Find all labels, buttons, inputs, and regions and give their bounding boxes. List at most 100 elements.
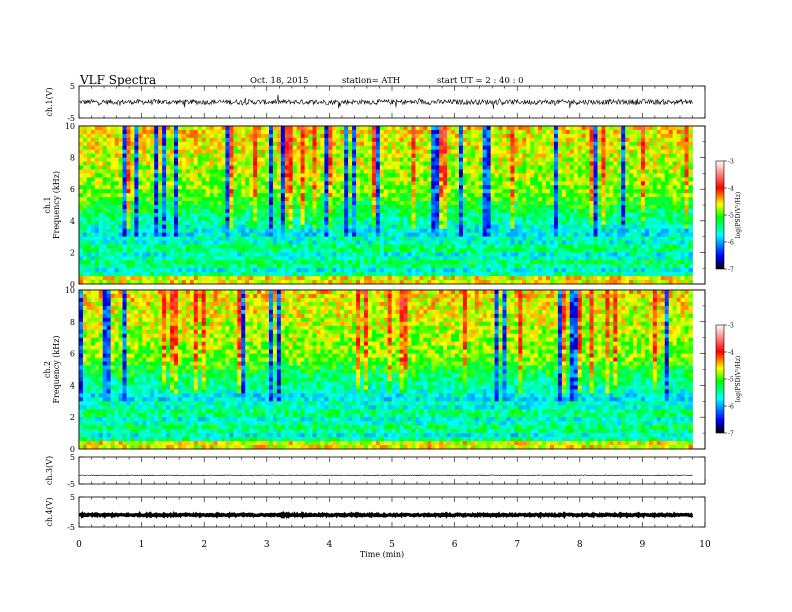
spectrogram-cell (530, 133, 535, 139)
spectrogram-cell (542, 177, 547, 182)
spectrogram-cell (257, 220, 262, 226)
spectrogram-cell (217, 201, 222, 206)
spectrogram-cell (320, 137, 325, 143)
spectrogram-cell (561, 220, 567, 226)
spectrogram-cell (356, 224, 361, 230)
spectrogram-cell (94, 181, 100, 186)
spectrogram-cell (546, 173, 551, 178)
spectrogram-cell (379, 169, 385, 174)
spectrogram-cell (648, 220, 654, 226)
spectrogram-cell (518, 220, 523, 226)
spectrogram-cell (609, 137, 614, 143)
spectrogram-cell (565, 185, 571, 190)
spectrogram-cell (664, 137, 670, 143)
spectrogram-cell (565, 212, 571, 218)
spectrogram-cell (629, 133, 634, 139)
spectrogram-cell (593, 181, 598, 186)
spectrogram-cell (122, 181, 127, 186)
spectrogram-cell (581, 145, 587, 151)
spectrogram-cell (272, 129, 278, 135)
spectrogram-cell (470, 169, 476, 174)
spectrogram-cell (158, 189, 163, 194)
spectrogram-cell (561, 157, 567, 162)
spectrogram-cell (435, 181, 440, 186)
spectrogram-cell (375, 161, 381, 166)
spectrogram-cell (490, 153, 495, 158)
spectrogram-cell (229, 212, 234, 218)
spectrogram-cell (387, 189, 393, 194)
spectrogram-cell (668, 169, 674, 174)
spectrogram-cell (470, 145, 476, 151)
spectrogram-cell (324, 161, 329, 166)
spectrogram-cell (680, 173, 685, 178)
spectrogram-cell (142, 228, 147, 234)
spectrogram-cell (375, 189, 381, 194)
spectrogram-cell (641, 205, 646, 210)
spectrogram-cell (403, 201, 408, 206)
spectrogram-cell (154, 205, 159, 210)
spectrogram-cell (573, 181, 579, 186)
spectrogram-cell (268, 201, 274, 206)
spectrogram-cell (379, 126, 385, 131)
spectrogram-cell (276, 232, 282, 237)
spectrogram-cell (189, 212, 195, 218)
spectrogram-cell (648, 205, 654, 210)
spectrogram-cell (482, 220, 488, 226)
spectrogram-cell (90, 173, 96, 178)
spectrogram-cell (126, 201, 131, 206)
spectrogram-cell (684, 220, 689, 226)
spectrogram-cell (609, 212, 614, 218)
spectrogram-cell (577, 157, 583, 162)
spectrogram-cell (423, 149, 428, 155)
spectrogram-cell (443, 224, 448, 230)
spectrogram-cell (150, 228, 155, 234)
spectrogram-cell (102, 197, 108, 202)
spectrogram-cell (585, 141, 590, 147)
spectrogram-cell (367, 228, 373, 234)
spectrogram-cell (419, 228, 424, 234)
spectrogram-cell (455, 129, 460, 135)
spectrogram-cell (534, 205, 539, 210)
spectrogram-cell (114, 153, 119, 158)
spectrogram-cell (324, 145, 329, 151)
spectrogram-cell (328, 126, 333, 131)
spectrogram-cell (205, 228, 211, 234)
spectrogram-cell (676, 141, 682, 147)
spectrogram-cell (613, 185, 618, 190)
spectrogram-cell (261, 201, 266, 206)
spectrogram-cell (522, 224, 527, 230)
spectrogram-cell (229, 169, 234, 174)
spectrogram-cell (162, 129, 167, 135)
spectrogram-cell (641, 208, 646, 214)
spectrogram-cell (110, 153, 116, 158)
spectrogram-cell (427, 161, 432, 166)
spectrogram-cell (617, 177, 622, 182)
spectrogram-cell (518, 165, 523, 170)
spectrogram-cell (510, 169, 515, 174)
spectrogram-cell (526, 185, 531, 190)
spectrogram-cell (122, 193, 127, 198)
spectrogram-cell (387, 232, 393, 237)
spectrogram-cell (668, 201, 674, 206)
spectrogram-cell (253, 197, 258, 202)
spectrogram-cell (688, 173, 693, 178)
spectrogram-cell (688, 145, 693, 151)
spectrogram-cell (375, 169, 381, 174)
spectrogram-cell (451, 193, 456, 198)
spectrogram-cell (518, 149, 523, 155)
spectrogram-cell (173, 173, 179, 178)
spectrogram-cell (375, 177, 381, 182)
spectrogram-cell (597, 205, 602, 210)
spectrogram-cell (320, 157, 325, 162)
spectrogram-cell (336, 220, 341, 226)
spectrogram-cell (328, 220, 333, 226)
spectrogram-cell (514, 208, 519, 214)
spectrogram-cell (79, 208, 84, 214)
spectrogram-cell (637, 189, 642, 194)
spectrogram-cell (336, 165, 341, 170)
spectrogram-cell (201, 189, 207, 194)
spectrogram-cell (561, 189, 567, 194)
spectrogram-cell (181, 173, 187, 178)
spectrogram-cell (609, 193, 614, 198)
spectrogram-cell (340, 212, 345, 218)
